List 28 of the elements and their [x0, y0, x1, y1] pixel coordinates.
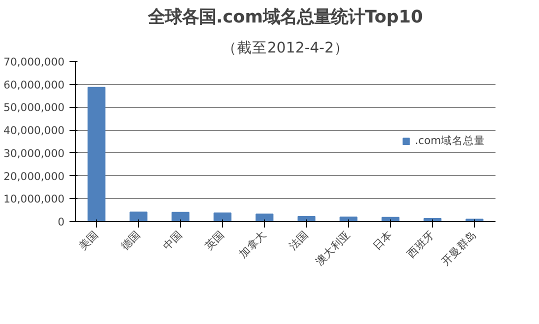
x-tick-label: 日本 [370, 228, 396, 253]
y-tick-label: 30,000,000 [3, 146, 65, 160]
bar [130, 212, 148, 222]
bar [88, 86, 106, 222]
x-tick-label: 澳大利亚 [312, 228, 354, 268]
x-tick-label: 法国 [286, 228, 312, 253]
bar [340, 216, 358, 222]
y-tick-label: 20,000,000 [3, 170, 65, 183]
x-tick-label: 西班牙 [404, 228, 438, 260]
legend-label: .com域名总量 [414, 134, 485, 148]
y-tick-label: 40,000,000 [3, 124, 65, 138]
x-tick-label: 美国 [76, 228, 102, 253]
y-tick-label: 60,000,000 [3, 78, 65, 92]
bar [214, 212, 232, 222]
y-tick-label: 70,000,000 [3, 56, 65, 68]
bar [298, 216, 316, 222]
x-tick-label: 德国 [118, 228, 144, 253]
x-tick-label: 加拿大 [236, 228, 270, 260]
chart-title: 全球各国.com域名总量统计Top10 [147, 8, 423, 28]
y-tick-label: 50,000,000 [3, 101, 65, 114]
bar [172, 212, 190, 222]
x-tick-label: 中国 [160, 228, 186, 253]
bar [256, 214, 274, 222]
x-tick-label: 英国 [202, 228, 228, 253]
chart-subtitle: （截至2012-4-2） [222, 40, 349, 56]
y-tick-label: 10,000,000 [3, 192, 65, 206]
x-tick-label: 开曼群岛 [438, 228, 480, 268]
y-tick-label: 0 [58, 216, 65, 228]
